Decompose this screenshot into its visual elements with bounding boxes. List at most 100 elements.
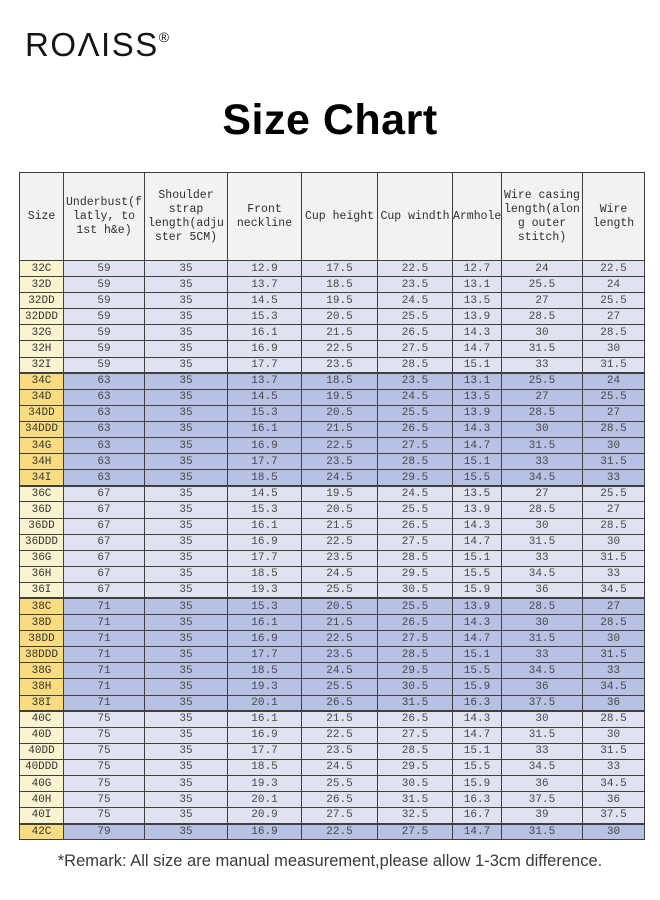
measurement-cell: 28.5 bbox=[501, 404, 583, 422]
measurement-cell: 25.5 bbox=[301, 581, 378, 599]
table-row: 34C 63 35 13.7 18.5 23.5 13.1 25.5 24 bbox=[19, 372, 645, 390]
measurement-cell: 20.5 bbox=[301, 597, 378, 616]
measurement-cell: 20.1 bbox=[227, 791, 302, 809]
measurement-cell: 13.7 bbox=[227, 276, 302, 294]
measurement-cell: 35 bbox=[144, 565, 228, 583]
measurement-cell: 27.5 bbox=[301, 807, 378, 825]
measurement-cell: 27 bbox=[582, 597, 645, 616]
registered-trademark-symbol: ® bbox=[158, 29, 170, 45]
measurement-cell: 31.5 bbox=[501, 822, 583, 841]
size-cell: 32H bbox=[19, 340, 64, 358]
measurement-cell: 35 bbox=[144, 549, 228, 567]
measurement-cell: 33 bbox=[582, 662, 645, 680]
size-cell: 34D bbox=[19, 388, 64, 406]
page-title: Size Chart bbox=[222, 96, 438, 144]
measurement-cell: 37.5 bbox=[501, 791, 583, 809]
measurement-cell: 17.7 bbox=[227, 453, 302, 471]
measurement-cell: 19.5 bbox=[301, 484, 378, 503]
table-row: 40DDD 75 35 18.5 24.5 29.5 15.5 34.5 33 bbox=[19, 758, 645, 777]
measurement-cell: 24 bbox=[582, 276, 645, 294]
measurement-cell: 31.5 bbox=[582, 453, 645, 471]
measurement-cell: 16.7 bbox=[452, 807, 502, 825]
measurement-cell: 35 bbox=[144, 742, 228, 760]
measurement-cell: 17.7 bbox=[227, 742, 302, 760]
measurement-cell: 22.5 bbox=[301, 630, 378, 648]
measurement-cell: 30 bbox=[582, 822, 645, 841]
measurement-cell: 71 bbox=[63, 678, 145, 696]
table-row: 32C 59 35 12.9 17.5 22.5 12.7 24 22.5 bbox=[19, 259, 645, 278]
measurement-cell: 35 bbox=[144, 404, 228, 422]
measurement-cell: 28.5 bbox=[501, 308, 583, 326]
measurement-cell: 33 bbox=[501, 646, 583, 664]
column-header: Shoulder strap length(adju ster 5CM) bbox=[144, 172, 228, 261]
measurement-cell: 33 bbox=[582, 758, 645, 777]
measurement-cell: 71 bbox=[63, 630, 145, 648]
table-row: 36I 67 35 19.3 25.5 30.5 15.9 36 34.5 bbox=[19, 581, 645, 599]
measurement-cell: 17.7 bbox=[227, 646, 302, 664]
measurement-cell: 63 bbox=[63, 469, 145, 487]
measurement-cell: 28.5 bbox=[377, 742, 453, 760]
table-row: 42C 79 35 16.9 22.5 27.5 14.7 31.5 30 bbox=[19, 822, 645, 841]
measurement-cell: 30 bbox=[582, 437, 645, 455]
measurement-cell: 15.9 bbox=[452, 581, 502, 599]
measurement-cell: 28.5 bbox=[582, 710, 645, 728]
measurement-cell: 24.5 bbox=[377, 484, 453, 503]
measurement-cell: 22.5 bbox=[301, 340, 378, 358]
size-cell: 34G bbox=[19, 437, 64, 455]
table-row: 38C 71 35 15.3 20.5 25.5 13.9 28.5 27 bbox=[19, 597, 645, 616]
measurement-cell: 27 bbox=[501, 484, 583, 503]
size-cell: 34C bbox=[19, 372, 64, 390]
measurement-cell: 15.1 bbox=[452, 742, 502, 760]
measurement-cell: 31.5 bbox=[501, 726, 583, 744]
measurement-cell: 36 bbox=[501, 581, 583, 599]
measurement-cell: 71 bbox=[63, 614, 145, 632]
measurement-cell: 75 bbox=[63, 742, 145, 760]
measurement-cell: 23.5 bbox=[301, 646, 378, 664]
measurement-cell: 13.9 bbox=[452, 597, 502, 616]
measurement-cell: 16.9 bbox=[227, 630, 302, 648]
measurement-cell: 30 bbox=[501, 614, 583, 632]
measurement-cell: 25.5 bbox=[582, 484, 645, 503]
measurement-cell: 31.5 bbox=[582, 549, 645, 567]
measurement-cell: 35 bbox=[144, 646, 228, 664]
size-cell: 36C bbox=[19, 484, 64, 503]
measurement-cell: 36 bbox=[582, 694, 645, 712]
measurement-cell: 14.5 bbox=[227, 484, 302, 503]
measurement-cell: 26.5 bbox=[377, 420, 453, 439]
measurement-cell: 26.5 bbox=[377, 517, 453, 535]
measurement-cell: 27.5 bbox=[377, 822, 453, 841]
measurement-cell: 16.9 bbox=[227, 340, 302, 358]
measurement-cell: 28.5 bbox=[377, 646, 453, 664]
measurement-cell: 59 bbox=[63, 340, 145, 358]
table-row: 32G 59 35 16.1 21.5 26.5 14.3 30 28.5 bbox=[19, 324, 645, 342]
measurement-cell: 14.3 bbox=[452, 710, 502, 728]
size-cell: 32D bbox=[19, 276, 64, 294]
table-row: 38H 71 35 19.3 25.5 30.5 15.9 36 34.5 bbox=[19, 678, 645, 696]
measurement-cell: 35 bbox=[144, 758, 228, 777]
measurement-cell: 14.5 bbox=[227, 388, 302, 406]
measurement-cell: 26.5 bbox=[377, 324, 453, 342]
measurement-cell: 22.5 bbox=[377, 259, 453, 278]
measurement-cell: 37.5 bbox=[501, 694, 583, 712]
size-cell: 38G bbox=[19, 662, 64, 680]
measurement-cell: 71 bbox=[63, 597, 145, 616]
brand-logo: ROΛISS® bbox=[25, 26, 169, 64]
measurement-cell: 15.3 bbox=[227, 308, 302, 326]
table-row: 32DDD 59 35 15.3 20.5 25.5 13.9 28.5 27 bbox=[19, 308, 645, 326]
measurement-cell: 12.7 bbox=[452, 259, 502, 278]
measurement-cell: 34.5 bbox=[501, 565, 583, 583]
measurement-cell: 30 bbox=[501, 420, 583, 439]
measurement-cell: 67 bbox=[63, 484, 145, 503]
measurement-cell: 59 bbox=[63, 356, 145, 374]
measurement-cell: 23.5 bbox=[301, 742, 378, 760]
measurement-cell: 28.5 bbox=[377, 356, 453, 374]
size-cell: 36D bbox=[19, 501, 64, 519]
column-header: Front neckline bbox=[227, 172, 302, 261]
measurement-cell: 35 bbox=[144, 308, 228, 326]
measurement-cell: 19.3 bbox=[227, 581, 302, 599]
size-chart-header: Size Underbust(f latly, to 1st h&e) Should… bbox=[19, 172, 645, 261]
measurement-cell: 13.9 bbox=[452, 404, 502, 422]
measurement-cell: 71 bbox=[63, 662, 145, 680]
measurement-cell: 67 bbox=[63, 549, 145, 567]
size-cell: 40I bbox=[19, 807, 64, 825]
